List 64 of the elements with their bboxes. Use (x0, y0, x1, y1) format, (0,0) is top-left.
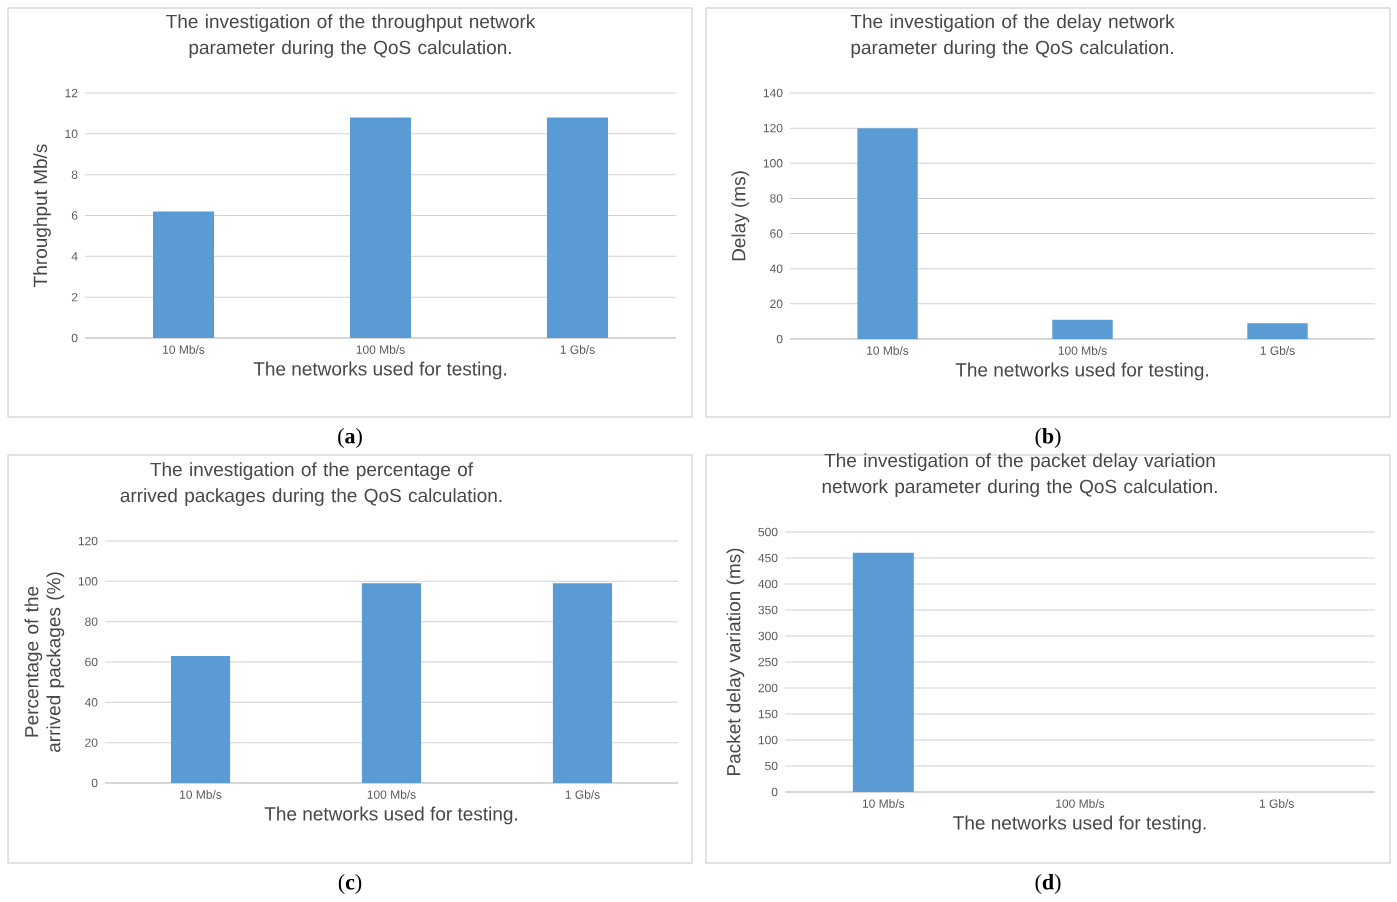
y-tick-label: 150 (758, 709, 778, 719)
x-tick-label: 100 Mb/s (367, 790, 416, 799)
y-tick-label: 120 (78, 536, 98, 546)
y-tick-label: 200 (758, 683, 778, 693)
y-tick-label: 40 (84, 698, 98, 707)
y-tick-label: 6 (71, 211, 78, 220)
chart-title: The investigation of the packet delay variation network parameter during the QoS calculation. (822, 453, 1217, 497)
x-tick-label: 1 Gb/s (565, 790, 600, 799)
bar (1247, 323, 1308, 339)
y-tick-label: 20 (770, 299, 783, 309)
y-tick-label: 140 (763, 88, 783, 98)
x-axis-title: The networks used for testing. (953, 815, 1206, 834)
x-tick-label: 1 Gb/s (560, 345, 595, 354)
y-tick-label: 250 (758, 657, 778, 667)
y-tick-label: 300 (758, 631, 778, 641)
y-tick-label: 20 (85, 738, 98, 747)
y-tick-label: 450 (758, 553, 778, 563)
x-tick-label: 10 Mb/s (180, 790, 222, 799)
text: (d) (1035, 874, 1061, 894)
y-tick-label: 0 (91, 778, 98, 788)
y-axis-title: Delay (ms) (731, 171, 750, 261)
y-tick-label: 40 (769, 264, 783, 273)
x-tick-label: 100 Mb/s (356, 345, 405, 354)
chart-title: The investigation of the percentage of arrived packages during the QoS calculation. (120, 462, 502, 506)
y-tick-label: 80 (85, 617, 98, 626)
y-tick-label: 4 (71, 252, 78, 261)
x-tick-label: 10 Mb/s (163, 345, 205, 354)
text: (c) (338, 874, 362, 894)
y-tick-label: 0 (771, 787, 778, 797)
y-tick-label: 10 (65, 129, 78, 139)
x-tick-label: 10 Mb/s (867, 346, 909, 355)
x-axis-title: The networks used for testing. (264, 806, 517, 825)
y-tick-label: 12 (65, 88, 78, 98)
y-tick-label: 60 (85, 657, 98, 667)
chart-title: The investigation of the throughput network parameter during the QoS calculation. (166, 14, 536, 58)
x-tick-label: 100 Mb/s (1056, 799, 1105, 808)
x-axis-title: The networks used for testing. (955, 362, 1208, 381)
y-tick-label: 350 (758, 605, 778, 615)
y-tick-label: 100 (763, 159, 783, 168)
y-tick-label: 8 (71, 170, 78, 179)
x-tick-label: 10 Mb/s (862, 799, 905, 808)
y-tick-label: 80 (770, 194, 783, 203)
bar (1052, 319, 1113, 339)
x-axis-title: The networks used for testing. (253, 361, 506, 380)
y-tick-label: 100 (758, 735, 778, 745)
y-tick-label: 400 (758, 579, 778, 589)
bar (857, 128, 918, 339)
text: (a) (338, 428, 362, 448)
y-axis-title: Packet delay variation (ms) (726, 548, 745, 776)
y-tick-label: 120 (763, 123, 783, 133)
y-axis-title: Throughput Mb/s (33, 144, 51, 287)
y-tick-label: 2 (71, 292, 78, 302)
x-tick-label: 1 Gb/s (1260, 346, 1295, 355)
x-tick-label: 100 Mb/s (1058, 346, 1107, 355)
y-tick-label: 100 (78, 577, 98, 586)
y-tick-label: 60 (770, 229, 783, 238)
x-tick-label: 1 Gb/s (1259, 799, 1294, 808)
y-tick-label: 0 (71, 333, 78, 343)
y-tick-label: 500 (758, 527, 778, 537)
y-axis-title: Percentage of the arrived packages (%) (24, 572, 65, 752)
y-tick-label: 0 (776, 334, 783, 344)
text: (b) (1035, 428, 1061, 448)
chart-title: The investigation of the delay network parameter during the QoS calculation. (850, 14, 1175, 58)
y-tick-label: 50 (765, 761, 778, 771)
